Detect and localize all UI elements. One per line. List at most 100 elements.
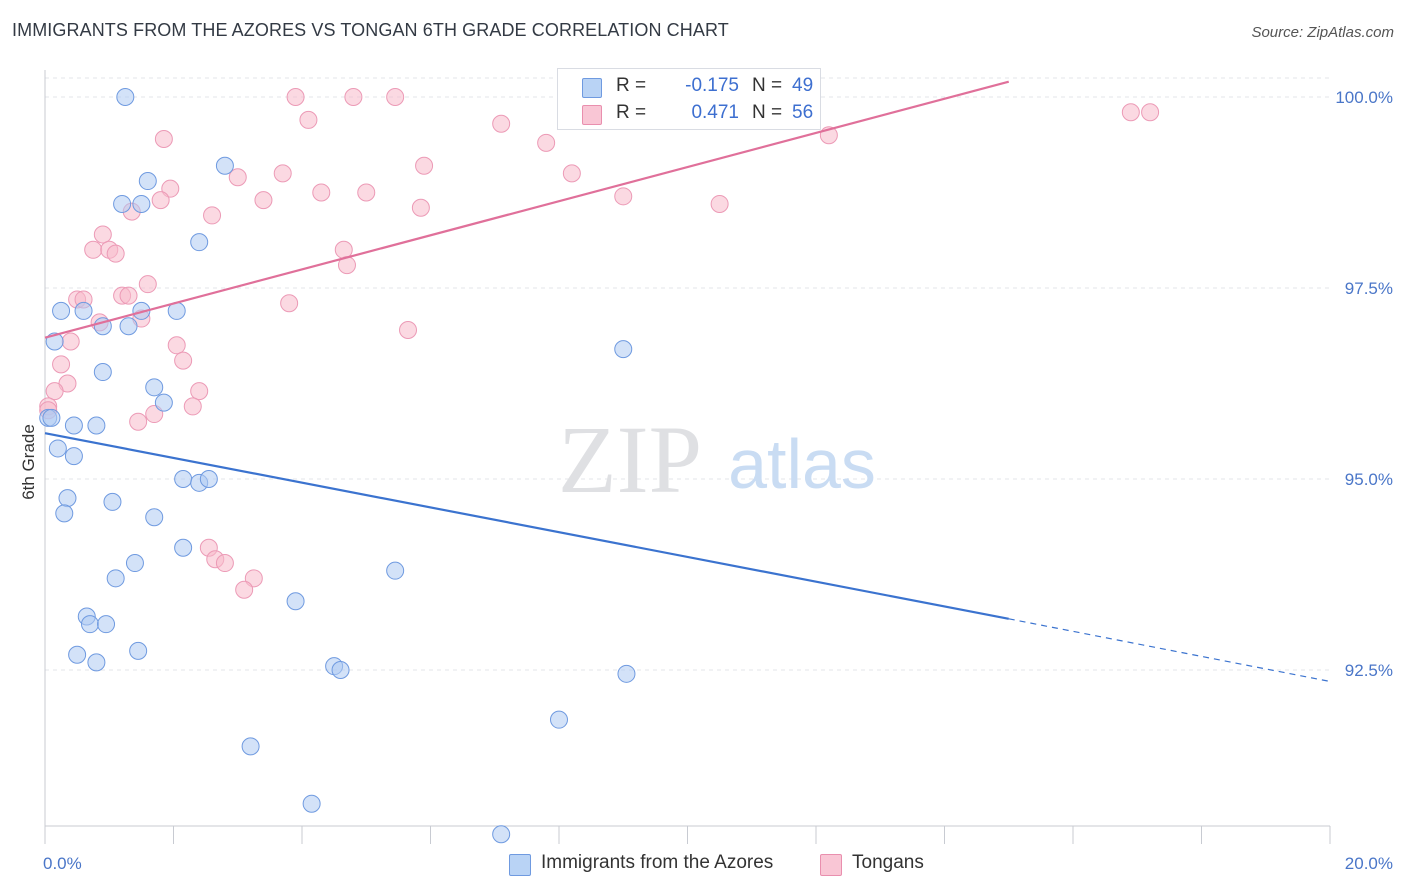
tongans-point bbox=[562, 164, 581, 183]
tongans-point bbox=[190, 382, 209, 401]
axis-labels: 92.5% 95.0% 97.5% 100.0% 0.0% 20.0% 6th Grade bbox=[19, 88, 1393, 873]
azores-point bbox=[97, 615, 116, 634]
azores-point bbox=[80, 615, 99, 634]
source-credit: Source: ZipAtlas.com bbox=[1251, 24, 1394, 41]
azores-swatch bbox=[582, 78, 602, 98]
tongans-point bbox=[415, 156, 434, 175]
azores-point bbox=[55, 504, 74, 523]
azores-point bbox=[331, 661, 350, 679]
x-tick-label: 0.0% bbox=[43, 854, 82, 873]
tongans-point bbox=[312, 183, 331, 202]
tongans-point bbox=[45, 382, 64, 401]
n-value: 49 bbox=[792, 75, 814, 96]
tongans-point bbox=[215, 554, 234, 573]
r-value: -0.175 bbox=[685, 75, 739, 96]
azores-point bbox=[138, 172, 157, 191]
y-tick-label: 95.0% bbox=[1345, 470, 1393, 489]
y-tick-label: 92.5% bbox=[1345, 661, 1393, 680]
azores-point bbox=[132, 194, 151, 213]
tongans-point bbox=[244, 569, 263, 588]
azores-point bbox=[617, 664, 636, 683]
tongans-swatch bbox=[582, 105, 602, 125]
tongans-point bbox=[203, 206, 222, 225]
tongans-point bbox=[344, 88, 363, 106]
azores-point bbox=[116, 88, 135, 106]
azores-point bbox=[87, 416, 106, 435]
tongans-trend-line bbox=[44, 80, 1010, 339]
tongans-point bbox=[52, 355, 71, 374]
tongans-point bbox=[399, 321, 418, 340]
r-label: R = bbox=[616, 75, 647, 96]
azores-point bbox=[241, 737, 260, 756]
watermark-zip: ZIP bbox=[558, 406, 702, 513]
tongans-point bbox=[183, 397, 202, 416]
tongans-point bbox=[492, 114, 511, 133]
azores-trend-line bbox=[44, 432, 1009, 620]
azores-trend-extension bbox=[1008, 618, 1331, 683]
azores-point bbox=[119, 317, 138, 336]
tongans-points bbox=[39, 88, 1160, 599]
tongans-point bbox=[154, 130, 173, 149]
azores-legend-swatch bbox=[509, 854, 531, 876]
azores-point bbox=[106, 569, 125, 588]
tongans-point bbox=[386, 88, 405, 106]
tongans-point bbox=[228, 168, 247, 187]
r-label: R = bbox=[616, 102, 647, 123]
azores-point bbox=[64, 416, 83, 435]
tongans-point bbox=[286, 88, 305, 106]
tongans-point bbox=[710, 194, 729, 213]
tongans-point bbox=[1121, 103, 1140, 122]
correlation-legend: R = -0.175 N = 49 R = 0.471 N = 56 bbox=[557, 68, 821, 130]
azores-point bbox=[64, 447, 83, 466]
tongans-point bbox=[411, 198, 430, 217]
azores-point bbox=[48, 439, 67, 458]
azores-point bbox=[286, 592, 305, 611]
tongans-point bbox=[161, 179, 180, 198]
azores-point bbox=[190, 233, 209, 252]
azores-points bbox=[39, 88, 761, 844]
azores-point bbox=[58, 489, 77, 508]
tongans-point bbox=[235, 580, 254, 599]
tongans-point bbox=[84, 240, 103, 259]
tongans-point bbox=[299, 110, 318, 129]
tongans-point bbox=[273, 164, 292, 183]
azores-point bbox=[145, 378, 164, 397]
azores-point bbox=[199, 470, 218, 488]
axes bbox=[44, 70, 1331, 844]
azores-legend-label: Immigrants from the Azores bbox=[541, 852, 774, 873]
y-axis-label: 6th Grade bbox=[19, 424, 38, 500]
azores-point bbox=[42, 408, 61, 427]
tongans-point bbox=[129, 412, 148, 431]
tongans-point bbox=[93, 225, 112, 244]
tongans-point bbox=[167, 336, 186, 355]
n-label: N = bbox=[752, 102, 783, 123]
tongans-point bbox=[614, 187, 633, 206]
azores-point bbox=[492, 825, 511, 844]
x-tick-label: 20.0% bbox=[1345, 854, 1393, 873]
azores-point bbox=[174, 470, 193, 488]
azores-point bbox=[302, 794, 321, 813]
r-value: 0.471 bbox=[691, 102, 739, 123]
azores-point bbox=[550, 710, 568, 729]
azores-point bbox=[113, 194, 132, 213]
y-tick-label: 100.0% bbox=[1335, 88, 1393, 107]
azores-point bbox=[129, 641, 148, 660]
tongans-point bbox=[280, 294, 299, 313]
tongans-point bbox=[357, 183, 376, 202]
azores-point bbox=[386, 561, 405, 580]
tongans-point bbox=[61, 332, 80, 351]
azores-point bbox=[103, 492, 122, 511]
tongans-point bbox=[174, 351, 193, 370]
azores-point bbox=[154, 393, 173, 412]
tongans-point bbox=[138, 275, 157, 294]
watermark: ZIP atlas bbox=[558, 406, 876, 513]
azores-point bbox=[68, 645, 87, 664]
tongans-point bbox=[119, 286, 138, 305]
azores-point bbox=[215, 156, 234, 175]
azores-point bbox=[87, 653, 106, 672]
tongans-point bbox=[537, 133, 556, 152]
azores-point bbox=[145, 508, 164, 527]
azores-point bbox=[174, 538, 193, 557]
azores-point bbox=[52, 301, 71, 320]
